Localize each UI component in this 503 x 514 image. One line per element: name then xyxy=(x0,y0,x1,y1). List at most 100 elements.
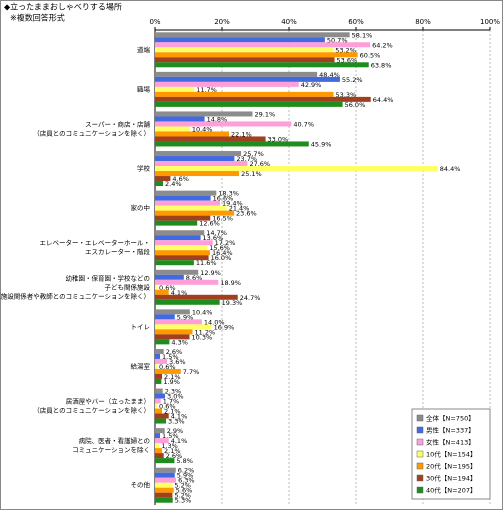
bar xyxy=(155,200,220,206)
value-label: 1.5% xyxy=(162,432,179,440)
category-label-line: エレベーター・エレベーターホール・ xyxy=(40,238,151,247)
value-label: 6.3% xyxy=(178,477,195,485)
bar xyxy=(155,319,202,325)
category-label-line: 幼稚園・保育園・学校などの xyxy=(66,273,151,282)
bar xyxy=(155,487,174,493)
legend-label: 男性【N=337】 xyxy=(426,426,475,435)
value-label: 64.4% xyxy=(373,96,394,104)
value-label: 84.4% xyxy=(440,165,461,173)
category-label-line: （店員とのコミュニケーションを除く） xyxy=(33,406,150,415)
value-label: 1.5% xyxy=(162,353,179,361)
value-label: 11.7% xyxy=(196,86,217,94)
legend-box xyxy=(411,408,491,500)
legend-swatch xyxy=(416,438,424,446)
x-tick-label: 0% xyxy=(149,18,160,26)
bar xyxy=(155,348,164,354)
bar xyxy=(155,413,169,419)
bar xyxy=(155,438,169,444)
bar xyxy=(155,126,190,132)
category-label-line: 学校 xyxy=(137,164,151,173)
value-label: 11.6% xyxy=(196,259,217,267)
legend-label: 全体【N=750】 xyxy=(426,414,475,423)
value-label: 5.2% xyxy=(174,492,191,500)
bar xyxy=(155,482,173,488)
bar xyxy=(155,195,211,201)
value-label: 22.1% xyxy=(231,130,252,138)
category-label: 学校 xyxy=(137,164,151,173)
value-label: 6.2% xyxy=(178,467,195,475)
bar xyxy=(155,403,158,409)
bar xyxy=(155,294,238,300)
category-label-line: トイレ xyxy=(131,323,151,331)
bar xyxy=(155,467,176,473)
value-label: 45.9% xyxy=(311,140,332,148)
bar xyxy=(155,161,248,167)
bar xyxy=(155,358,168,364)
bar xyxy=(155,141,309,147)
value-label: 1.9% xyxy=(163,378,180,386)
bar xyxy=(155,433,161,439)
value-label: 2.6% xyxy=(166,452,183,460)
bar xyxy=(155,190,217,196)
bar xyxy=(155,428,165,434)
value-label: 14.0% xyxy=(204,318,225,326)
value-label: 5.8% xyxy=(176,457,193,465)
bar xyxy=(155,260,194,266)
bar xyxy=(155,81,299,87)
value-label: 3.3% xyxy=(168,418,185,426)
bar xyxy=(155,363,158,369)
value-label: 27.6% xyxy=(249,160,270,168)
x-tick-label: 40% xyxy=(281,18,297,26)
value-label: 16.5% xyxy=(212,215,233,223)
bar xyxy=(155,353,161,359)
value-label: 10.3% xyxy=(192,333,213,341)
legend-label: 30代【N=194】 xyxy=(426,474,477,483)
category-label: 病院、医者・看護婦とのコミュニケーションを除く xyxy=(72,436,150,454)
bar xyxy=(155,52,358,58)
bar xyxy=(155,151,242,157)
category-label: その他 xyxy=(131,480,151,489)
bar xyxy=(155,299,220,305)
category-label-line: 居酒屋やバー（立ったまま） xyxy=(66,397,150,406)
category-label: エレベーター・エレベーターホール・エスカレーター・階段 xyxy=(40,238,151,256)
bar xyxy=(155,497,173,503)
value-label: 0.6% xyxy=(159,403,176,411)
value-label: 18.3% xyxy=(218,190,239,198)
category-label-line: 子ども関係施設 xyxy=(105,282,151,291)
category-label-line: 給湯室 xyxy=(131,361,151,370)
value-label: 23.7% xyxy=(236,155,257,163)
bar xyxy=(155,274,184,280)
legend-swatch xyxy=(416,462,424,470)
bar xyxy=(155,453,164,459)
x-tick-label: 80% xyxy=(415,18,431,26)
value-label: 2.3% xyxy=(165,388,182,396)
x-tick-label: 20% xyxy=(214,18,230,26)
value-label: 3.0% xyxy=(167,393,184,401)
x-tick-label: 60% xyxy=(348,18,364,26)
value-label: 4.1% xyxy=(171,289,188,297)
value-label: 48.4% xyxy=(319,71,340,79)
value-label: 2.1% xyxy=(164,408,181,416)
value-label: 50.7% xyxy=(327,36,348,44)
value-label: 12.9% xyxy=(200,269,221,277)
bar xyxy=(155,324,212,330)
bar xyxy=(155,314,175,320)
category-label: トイレ xyxy=(131,323,151,331)
category-label: 幼稚園・保育園・学校などの子ども関係施設（施設関係者や教師とのコミュニケーション… xyxy=(0,273,151,300)
bar xyxy=(155,156,235,162)
bar xyxy=(155,477,177,483)
bar xyxy=(155,284,158,290)
value-label: 16.0% xyxy=(211,254,232,262)
bar xyxy=(155,57,335,63)
value-label: 55.2% xyxy=(342,76,363,84)
category-label-line: 職場 xyxy=(137,84,151,93)
value-label: 40.7% xyxy=(293,120,314,128)
category-label: 居酒屋やバー（立ったまま）（店員とのコミュニケーションを除く） xyxy=(33,397,150,415)
value-label: 60.5% xyxy=(360,51,381,59)
bar xyxy=(155,235,201,241)
bar xyxy=(155,279,219,285)
bar xyxy=(155,166,438,172)
category-label-line: コミュニケーションを除く xyxy=(72,445,150,454)
bar xyxy=(155,339,170,345)
category-label-line: （店員とのコミュニケーションを除く） xyxy=(33,128,150,137)
